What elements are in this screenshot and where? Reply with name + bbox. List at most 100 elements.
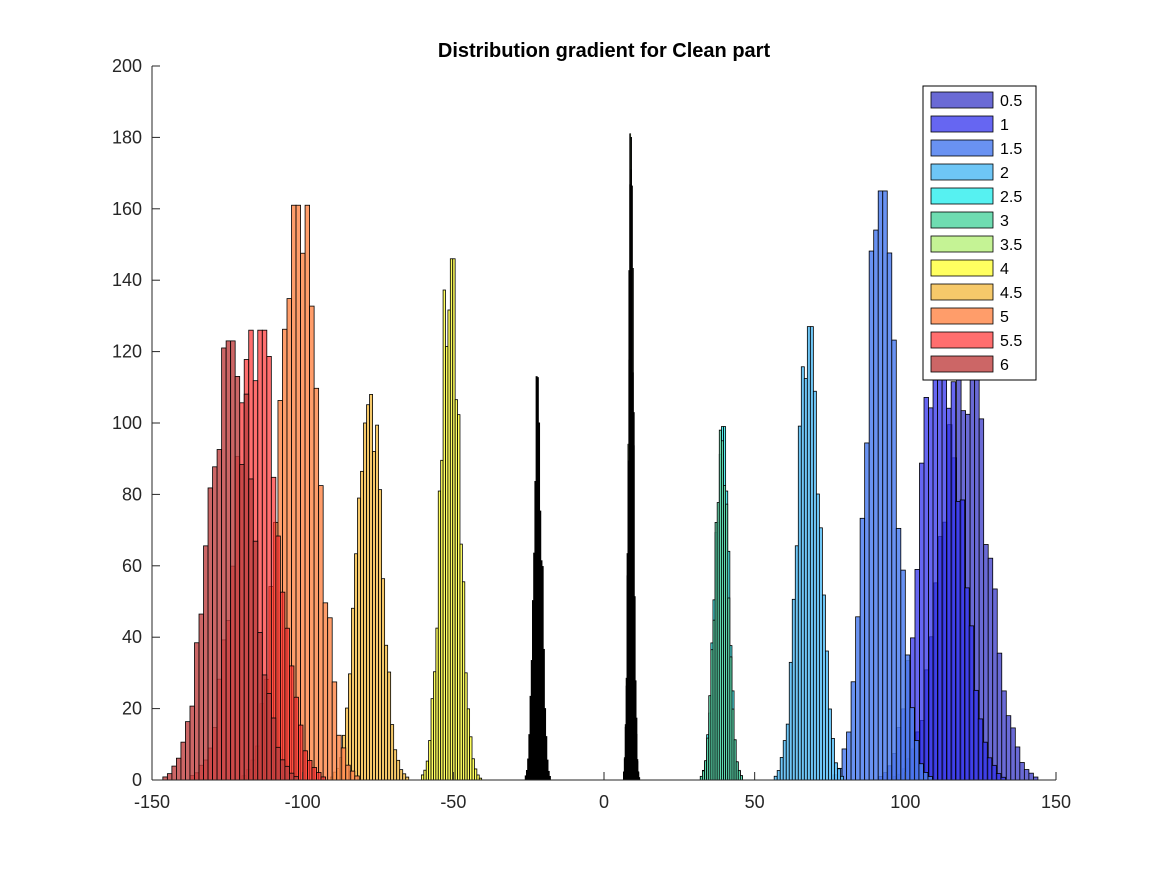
histogram-bar [995, 773, 1002, 781]
histogram-bar [913, 740, 920, 781]
histogram-bar [171, 765, 177, 781]
series-11 [162, 340, 299, 781]
histogram-bar [973, 689, 979, 781]
histogram-bar [375, 424, 380, 781]
series-8 [329, 394, 410, 781]
histogram-bar [381, 578, 386, 781]
legend-item: 5.5 [930, 331, 1022, 350]
histogram-bar [1023, 769, 1030, 781]
histogram-bar [846, 731, 852, 781]
histogram-bar [776, 770, 781, 781]
series-extra-1 [623, 136, 641, 781]
histogram-bar [331, 681, 338, 781]
legend-label: 6 [1000, 357, 1009, 374]
histogram-bar [923, 397, 929, 781]
histogram-bar [257, 632, 263, 781]
histogram-bar [806, 326, 811, 781]
histogram-bar [336, 734, 342, 781]
histogram-bar [837, 768, 841, 781]
legend-label: 2.5 [1000, 189, 1022, 206]
histogram-bar [185, 721, 191, 781]
histogram-bar [828, 708, 832, 781]
histogram-bar [302, 750, 308, 781]
histogram-bar [964, 587, 970, 781]
histogram-bar [194, 642, 200, 781]
x-tick-label: 0 [599, 792, 609, 812]
series-extra-0 [524, 376, 551, 781]
histogram-bar [779, 757, 784, 781]
histogram-bar [877, 190, 884, 781]
histogram-bar [275, 535, 281, 781]
histogram-bar [992, 588, 998, 781]
histogram-bar [991, 764, 997, 781]
legend-item: 3.5 [930, 235, 1022, 254]
legend-label: 4.5 [1000, 285, 1022, 302]
histogram-bar [279, 759, 286, 781]
histogram-bar [279, 591, 286, 781]
series-5 [699, 429, 743, 781]
histogram-bar [295, 204, 301, 781]
histogram-bar [812, 390, 817, 781]
series-7 [420, 258, 483, 781]
legend-swatch [930, 91, 994, 109]
histogram-bar [275, 746, 281, 781]
histogram-bar [841, 748, 847, 781]
histogram-bar [855, 616, 861, 781]
x-tick-label: -50 [440, 792, 466, 812]
histogram-bar [387, 671, 392, 781]
y-tick-label: 140 [112, 270, 142, 290]
histogram-bar [739, 775, 743, 781]
histogram-bar [791, 598, 796, 781]
histogram-bar [1028, 772, 1034, 781]
bars-layer [162, 133, 1039, 781]
y-tick-label: 0 [132, 770, 142, 790]
x-tick-label: 50 [745, 792, 765, 812]
histogram-bar [1005, 715, 1012, 781]
y-tick-label: 40 [122, 627, 142, 647]
histogram-bar [818, 527, 823, 781]
histogram-bar [968, 625, 975, 781]
histogram-bar [402, 773, 407, 781]
histogram-bar [354, 553, 358, 781]
histogram-bar [399, 769, 404, 781]
histogram-bar [785, 723, 790, 781]
histogram-bar [895, 527, 902, 781]
histogram-bar [311, 767, 317, 781]
histogram-bar [928, 407, 934, 781]
histogram-bar [207, 487, 213, 781]
legend-box [922, 85, 1037, 381]
histogram-bar [349, 770, 356, 781]
histogram-bar [864, 442, 870, 781]
legend-item: 3 [930, 211, 1009, 230]
histogram-bar [782, 740, 787, 781]
histogram-bar [284, 765, 290, 781]
histogram-bar [886, 252, 893, 781]
histogram-bar [955, 500, 961, 781]
histogram-bar [927, 776, 933, 781]
histogram-bar [977, 718, 984, 781]
histogram-bar [252, 540, 259, 781]
legend-swatch [930, 187, 994, 205]
histogram-bar [166, 773, 173, 781]
histogram-bar [834, 762, 838, 781]
x-tick-label: -150 [134, 792, 170, 812]
histogram-bar [284, 627, 290, 781]
legend-label: 5 [1000, 309, 1009, 326]
legend-swatch [930, 259, 994, 277]
legend-item: 4.5 [930, 283, 1022, 302]
histogram-bar [794, 545, 799, 781]
histogram-bar [340, 747, 347, 781]
histogram-bar [900, 569, 906, 781]
legend-swatch [930, 307, 994, 325]
histogram-bar [322, 602, 329, 781]
histogram-bar [348, 673, 352, 781]
legend-swatch [930, 139, 994, 157]
histogram-bar [882, 190, 888, 781]
legend-label: 3.5 [1000, 237, 1022, 254]
histogram-bar [212, 466, 218, 781]
histogram-bar [831, 738, 835, 781]
histogram-bar [203, 545, 209, 781]
y-tick-label: 80 [122, 484, 142, 504]
histogram-bar [803, 378, 808, 781]
histogram-bar [932, 332, 938, 781]
